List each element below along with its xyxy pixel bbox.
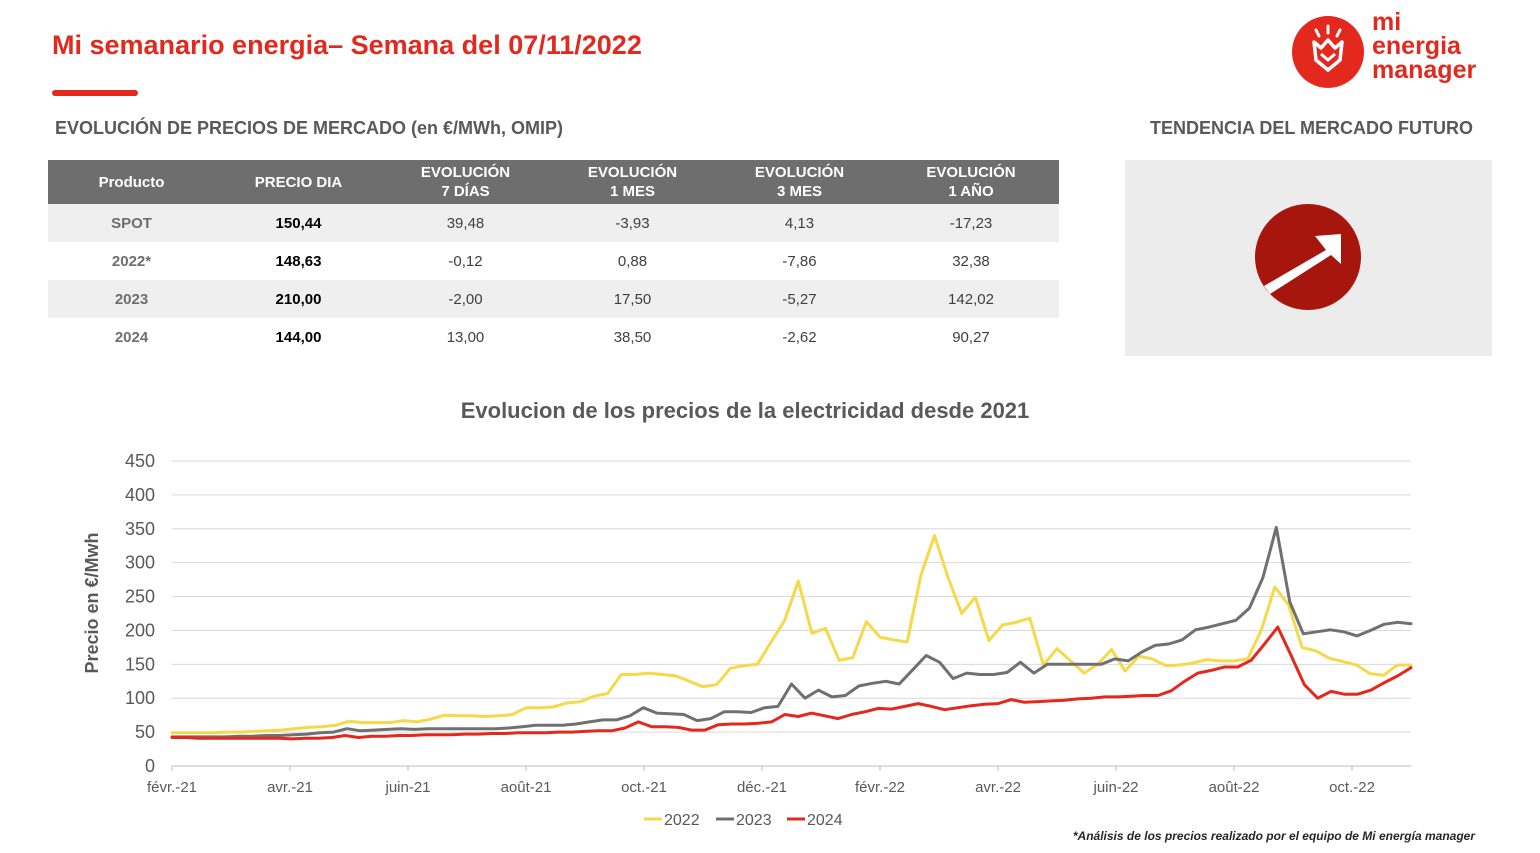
logo-line-energia: energia	[1372, 32, 1461, 60]
x-tick-label: avr.-21	[267, 779, 313, 796]
column-header-producto: Producto	[48, 160, 215, 204]
y-tick-label: 300	[125, 553, 155, 573]
legend-item-2023: 2023	[716, 812, 772, 829]
x-tick-label: juin-21	[384, 779, 430, 796]
evolution-1y-cell: 32,38	[952, 252, 990, 270]
day-price-cell: 148,63	[275, 252, 322, 270]
evolution-1m-cell: -3,93	[549, 204, 716, 242]
chart-series	[170, 525, 1413, 741]
x-tick-label: oct.-21	[621, 779, 667, 796]
x-tick-label: août-22	[1209, 779, 1260, 796]
x-tick-label: févr.-22	[855, 779, 905, 796]
x-tick-label: févr.-21	[147, 779, 197, 796]
series-line-2024	[170, 625, 1413, 741]
x-tick-label: oct.-22	[1329, 779, 1375, 796]
y-tick-label: 0	[145, 756, 155, 776]
table-header-row: Producto PRECIO DIA EVOLUCIÓN 7 DÍAS EVOL…	[48, 160, 1059, 204]
column-header-evolucion-1-ano: EVOLUCIÓN 1 AÑO	[883, 160, 1059, 204]
x-axis-tick-labels: févr.-21 avr.-21 juin-21 août-21 oct.-21 déc.…	[147, 779, 1375, 796]
column-header-evolucion-3-mes: EVOLUCIÓN 3 MES	[716, 160, 883, 204]
evolution-1m-cell: 38,50	[613, 328, 652, 346]
legend-label: 2024	[807, 812, 843, 829]
future-trend-panel	[1125, 160, 1492, 356]
y-tick-label: 100	[125, 688, 155, 708]
evolution-1y-cell: 142,02	[883, 280, 1059, 318]
y-tick-label: 150	[125, 654, 155, 674]
product-cell: 2024	[114, 328, 149, 346]
product-cell: SPOT	[48, 204, 215, 242]
evolution-7d-cell: -2,00	[382, 280, 549, 318]
evolution-3m-cell: 4,13	[716, 204, 883, 242]
series-line-2022	[170, 534, 1413, 735]
x-tick-label: déc.-21	[737, 779, 787, 796]
evolution-3m-cell: -2,62	[782, 328, 817, 346]
future-trend-heading: TENDENCIA DEL MERCADO FUTURO	[1150, 118, 1473, 138]
evolution-7d-cell: -0,12	[448, 252, 483, 270]
y-axis-tick-labels: 0 50 100 150 200 250 300 350 400 450	[125, 451, 155, 776]
day-price-cell: 210,00	[215, 280, 382, 318]
evolution-7d-cell: 39,48	[382, 204, 549, 242]
day-price-cell: 150,44	[215, 204, 382, 242]
product-cell: 2023	[48, 280, 215, 318]
legend-label: 2023	[736, 812, 772, 829]
x-tick-label: août-21	[501, 779, 552, 796]
chart-title: Evolucion de los precios de la electrici…	[460, 398, 1030, 423]
series-line-2023	[170, 525, 1413, 739]
trend-up-arrow-icon	[1255, 204, 1361, 310]
table-row: 2024 144,00 13,00 38,50 -2,62 90,27	[48, 318, 1059, 356]
logo-wordmark: mi energia manager	[1372, 8, 1477, 84]
legend-label: 2022	[664, 812, 700, 829]
column-header-precio-dia: PRECIO DIA	[215, 160, 382, 204]
column-header-evolucion-1-mes: EVOLUCIÓN 1 MES	[549, 160, 716, 204]
chart-gridlines	[171, 460, 1411, 771]
evolution-1m-cell: 17,50	[549, 280, 716, 318]
logo-line-manager: manager	[1372, 56, 1477, 84]
y-tick-label: 200	[125, 620, 155, 640]
column-header-evolucion-7-dias: EVOLUCIÓN 7 DÍAS	[382, 160, 549, 204]
market-prices-heading: EVOLUCIÓN DE PRECIOS DE MERCADO (en €/MW…	[55, 118, 564, 138]
x-tick-label: juin-22	[1092, 779, 1138, 796]
evolution-3m-cell: -7,86	[782, 252, 817, 270]
day-price-cell: 144,00	[275, 328, 322, 346]
table-row: SPOT 150,44 39,48 -3,93 4,13 -17,23	[48, 204, 1059, 242]
y-axis-label: Precio en €/Mwh	[82, 532, 102, 673]
legend-item-2024: 2024	[787, 812, 843, 829]
title-underline	[52, 90, 138, 96]
evolution-1m-cell: 0,88	[617, 252, 648, 270]
chart-legend: 2022 2023 2024	[644, 812, 843, 829]
legend-item-2022: 2022	[644, 812, 700, 829]
evolution-3m-cell: -5,27	[716, 280, 883, 318]
y-tick-label: 350	[125, 519, 155, 539]
logo-line-mi: mi	[1372, 8, 1402, 36]
y-tick-label: 450	[125, 451, 155, 471]
market-prices-table: Producto PRECIO DIA EVOLUCIÓN 7 DÍAS EVOL…	[48, 160, 1059, 356]
evolution-7d-cell: 13,00	[446, 328, 485, 346]
x-tick-label: avr.-22	[975, 779, 1021, 796]
page-title: Mi semanario energia– Semana del 07/11/2…	[52, 30, 642, 60]
y-tick-label: 400	[125, 485, 155, 505]
analysis-footnote: *Análisis de los precios realizado por e…	[1072, 829, 1475, 843]
table-row: 2022* 148,63 -0,12 0,88 -7,86 32,38	[48, 242, 1059, 280]
brand-logo[interactable]: mi energia manager	[1290, 8, 1505, 88]
evolution-1y-cell: 90,27	[952, 328, 990, 346]
product-cell: 2022*	[111, 252, 152, 270]
y-tick-label: 250	[125, 587, 155, 607]
table-row: 2023 210,00 -2,00 17,50 -5,27 142,02	[48, 280, 1059, 318]
price-evolution-chart: 0 50 100 150 200 250 300 350 400 450 févr.-21 avr.…	[82, 451, 1413, 829]
evolution-1y-cell: -17,23	[883, 204, 1059, 242]
logo-icon	[1292, 16, 1364, 88]
y-tick-label: 50	[135, 722, 155, 742]
